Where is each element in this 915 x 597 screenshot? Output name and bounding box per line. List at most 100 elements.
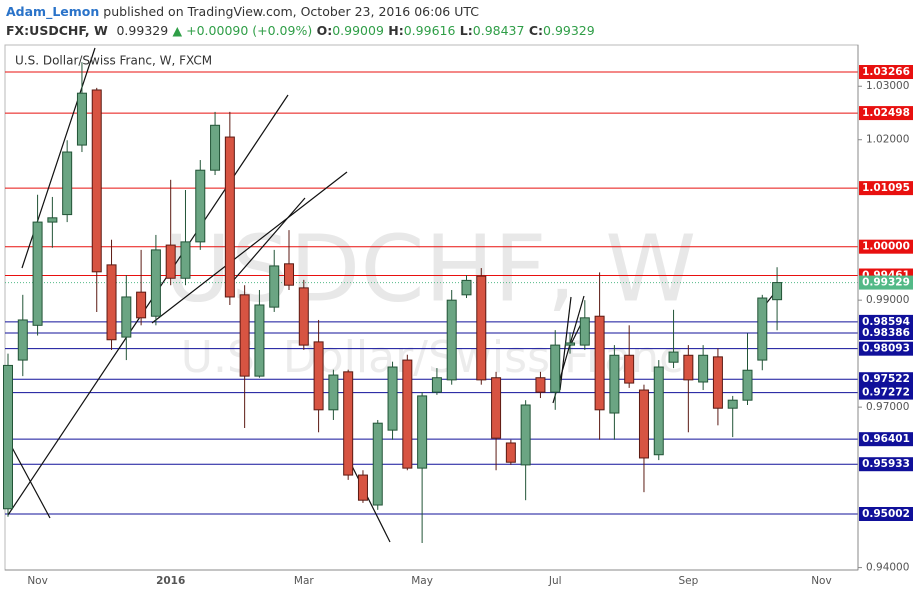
level-label-box	[859, 432, 913, 447]
last-price: 0.99329	[116, 23, 169, 38]
candle-body	[417, 395, 428, 469]
plot-frame	[4, 44, 859, 571]
candle-body	[106, 264, 117, 341]
candle-body	[535, 377, 546, 393]
published: published on TradingView.com, October 23…	[103, 4, 480, 19]
header: Adam_Lemon published on TradingView.com,…	[6, 2, 911, 42]
level-label-box	[859, 385, 913, 400]
level-label-box	[859, 314, 913, 329]
candle-body	[239, 294, 250, 377]
candle-body	[121, 296, 132, 338]
candle-body	[505, 442, 516, 463]
level-label-box	[859, 507, 913, 522]
candle-body	[76, 92, 87, 146]
symbol: FX:USDCHF, W	[6, 23, 108, 38]
x-tick-label: Nov	[811, 575, 832, 587]
y-tick-label: 0.97000	[866, 401, 909, 413]
o-label: O:	[316, 23, 333, 38]
level-label-box	[859, 372, 913, 387]
level-label: 1.01095	[862, 182, 910, 194]
candle-body	[269, 265, 280, 308]
c-value: 0.99329	[543, 23, 595, 38]
last-price-label: 0.99329	[862, 277, 910, 289]
h-label: H:	[388, 23, 404, 38]
trend-line	[7, 439, 51, 519]
candle-body	[698, 354, 709, 383]
level-label-box	[859, 341, 913, 356]
candle-body	[712, 356, 723, 409]
level-label: 0.96401	[862, 433, 910, 445]
candle-body	[343, 371, 354, 476]
candle-body	[17, 319, 28, 361]
level-label: 1.02498	[862, 107, 910, 119]
candle-body	[476, 275, 487, 381]
level-label: 0.98386	[862, 327, 910, 339]
candle-body	[668, 351, 679, 363]
level-label-box	[859, 239, 913, 254]
candle-body	[727, 399, 738, 409]
candle-body	[609, 354, 620, 414]
candle-body	[136, 291, 147, 319]
y-tick-label: 0.94000	[866, 562, 909, 574]
x-tick-label: Nov	[27, 575, 48, 587]
level-label-box	[859, 326, 913, 341]
x-tick-label: Mar	[294, 575, 314, 587]
candle-body	[195, 169, 206, 243]
candle-body	[520, 404, 531, 466]
level-label-box	[859, 181, 913, 196]
candle-body	[431, 377, 442, 393]
level-label: 0.97522	[862, 373, 910, 385]
level-label: 0.95933	[862, 458, 910, 470]
level-label: 0.95002	[862, 508, 910, 520]
l-label: L:	[459, 23, 473, 38]
level-label-box	[859, 457, 913, 472]
candle-body	[624, 354, 635, 384]
candle-body	[757, 297, 768, 361]
level-label-box	[859, 65, 913, 80]
change: ▲ +0.00090 (+0.09%)	[172, 23, 313, 38]
candle-body	[210, 124, 221, 171]
author[interactable]: Adam_Lemon	[6, 4, 100, 19]
candle-body	[3, 364, 13, 510]
candle-body	[653, 366, 664, 456]
candle-body	[372, 422, 383, 506]
chart-title: U.S. Dollar/Swiss Franc, W, FXCM	[15, 54, 212, 68]
candle-body	[446, 299, 457, 381]
candle-body	[313, 341, 324, 411]
level-label: 0.98093	[862, 343, 910, 355]
y-tick-label: 1.02000	[866, 134, 909, 146]
trend-line	[151, 171, 348, 324]
candle-body	[32, 221, 43, 326]
x-tick-label: 2016	[156, 575, 185, 587]
y-tick-label: 0.99000	[866, 294, 909, 306]
candle-body	[402, 359, 413, 469]
level-label: 1.03266	[862, 66, 910, 78]
candle-body	[62, 151, 73, 216]
o-value: 0.99009	[332, 23, 384, 38]
level-label-box	[859, 106, 913, 121]
candle-body	[742, 369, 753, 401]
candle-body	[461, 279, 472, 296]
c-label: C:	[528, 23, 544, 38]
candle-body	[638, 389, 649, 459]
candle-body	[357, 474, 368, 501]
candle-body	[180, 241, 191, 279]
watermark: USDCHF, W	[164, 215, 696, 322]
candle-body	[91, 89, 102, 273]
x-tick-label: Jul	[548, 575, 562, 587]
candle-body	[683, 354, 694, 381]
level-label: 1.00000	[862, 241, 910, 253]
candle-body	[772, 282, 783, 301]
x-tick-label: Sep	[678, 575, 698, 587]
candle-body	[165, 244, 176, 279]
candle-body	[284, 263, 295, 286]
candle-body	[579, 317, 590, 346]
candle-body	[491, 377, 502, 439]
candle-body	[47, 217, 58, 223]
candle-body	[224, 136, 235, 298]
candle-body	[565, 342, 576, 346]
last-price-box	[859, 275, 913, 290]
publish-line: Adam_Lemon published on TradingView.com,…	[6, 4, 479, 19]
